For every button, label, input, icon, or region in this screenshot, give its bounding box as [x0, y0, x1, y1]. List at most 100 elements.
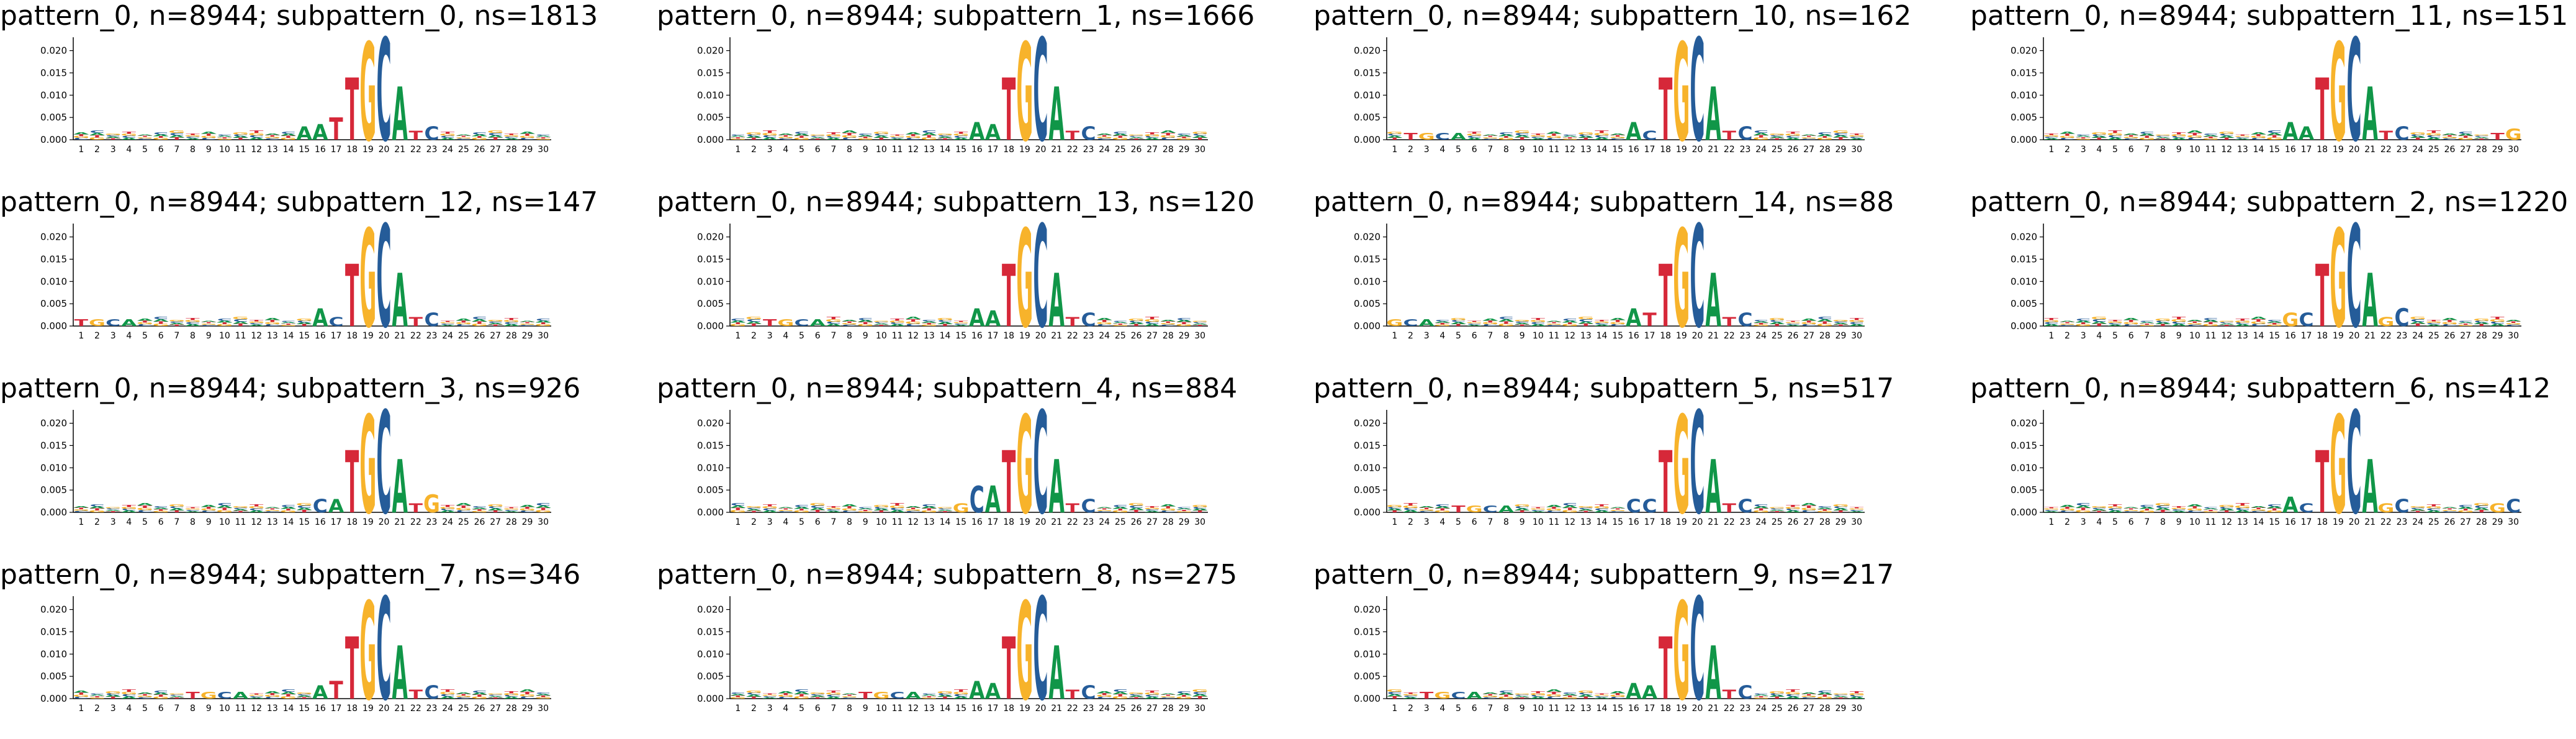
logo-letter-c: C	[2060, 510, 2074, 513]
y-tick-label: 0.010	[2011, 462, 2037, 473]
logo-letter-a: A	[1176, 693, 1192, 696]
x-tick-label: 4	[1439, 145, 1445, 155]
x-tick-label: 26	[474, 145, 485, 155]
logo-letter-g: G	[2059, 323, 2076, 325]
y-tick-label: 0.010	[697, 462, 724, 473]
logo-letter-c: C	[1578, 319, 1593, 322]
logo-letter-g: G	[105, 133, 122, 135]
logo-letter-c: C	[2171, 135, 2186, 138]
logo-letter-t: T	[1177, 509, 1191, 511]
logo-letter-c: C	[201, 510, 216, 513]
logo-letter-g: G	[2138, 510, 2155, 513]
logo-letter-a: A	[2266, 132, 2283, 136]
logo-letter-a: A	[264, 507, 280, 509]
x-tick-label: 22	[410, 517, 421, 527]
logo-letter-t: T	[922, 696, 937, 697]
x-tick-label: 6	[2128, 145, 2134, 155]
logo-letter-t: T	[441, 505, 454, 508]
logo-letter-a: A	[1192, 508, 1207, 511]
x-tick-label: 10	[219, 145, 230, 155]
logo-letter-g: G	[1016, 388, 1033, 545]
y-tick-label: 0.020	[697, 418, 724, 429]
logo-letter-t: T	[520, 322, 534, 324]
logo-letter-t: T	[1499, 135, 1513, 138]
logo-letter-a: A	[312, 120, 328, 145]
logo-letter-t: T	[74, 692, 88, 695]
logo-letter-t: T	[2092, 323, 2106, 327]
logo-letter-g: G	[1849, 693, 1865, 696]
logo-letter-t: T	[2092, 510, 2107, 513]
x-tick-label: 8	[2160, 145, 2166, 155]
panel-title: pattern_0, n=8944; subpattern_7, ns=346	[0, 559, 581, 591]
logo-letter-c: C	[536, 692, 551, 694]
logo-letter-a: A	[153, 319, 169, 322]
x-tick-label: 29	[1179, 517, 1190, 527]
logo-letter-a: A	[809, 137, 825, 138]
logo-letter-a: A	[153, 134, 168, 137]
x-tick-label: 15	[1612, 145, 1623, 155]
logo-letter-g: G	[120, 691, 137, 695]
x-tick-label: 11	[235, 704, 246, 714]
x-tick-label: 26	[1131, 704, 1142, 714]
logo-letter-g: G	[809, 134, 826, 136]
logo-letter-a: A	[730, 505, 747, 509]
x-tick-label: 18	[2317, 517, 2328, 527]
logo-letter-c: C	[536, 134, 551, 136]
x-tick-label: 2	[1408, 145, 1413, 155]
y-tick-label: 0.000	[40, 320, 67, 332]
logo-letter-a: A	[1466, 690, 1482, 700]
logo-letter-c: C	[137, 697, 152, 699]
x-tick-label: 26	[1788, 145, 1799, 155]
x-tick-label: 27	[1146, 331, 1158, 341]
logo-letter-c: C	[1498, 317, 1513, 320]
x-tick-label: 28	[506, 704, 517, 714]
logo-letter-a: A	[233, 690, 249, 700]
logo-letter-a: A	[2474, 322, 2489, 325]
x-tick-label: 23	[1740, 704, 1751, 714]
logo-letter-c: C	[2219, 507, 2234, 510]
logo-letter-g: G	[2266, 137, 2283, 140]
x-tick-label: 27	[490, 145, 501, 155]
logo-letter-a: A	[2457, 507, 2473, 510]
logo-letter-c: C	[1531, 509, 1546, 511]
logo-letter-g: G	[873, 320, 889, 322]
y-tick-label: 0.010	[40, 276, 67, 287]
x-tick-label: 10	[219, 331, 230, 341]
logo-letter-c: C	[858, 133, 873, 135]
x-tick-label: 10	[876, 145, 887, 155]
logo-letter-t: T	[890, 319, 904, 322]
logo-letter-t: T	[170, 324, 184, 327]
x-tick-label: 17	[1644, 145, 1655, 155]
x-tick-label: 24	[1755, 517, 1767, 527]
logo-letter-t: T	[1403, 503, 1417, 507]
x-tick-label: 20	[1035, 704, 1047, 714]
y-tick-label: 0.000	[40, 693, 67, 704]
logo-letter-a: A	[1144, 323, 1161, 327]
logo-letter-g: G	[825, 507, 842, 510]
logo-letter-c: C	[2251, 510, 2266, 513]
x-tick-label: 26	[1131, 517, 1142, 527]
logo-letter-c: C	[1754, 130, 1768, 134]
x-tick-label: 10	[876, 331, 887, 341]
logo-letter-g: G	[841, 322, 858, 325]
logo-letter-c: C	[1594, 135, 1609, 138]
x-tick-label: 20	[1035, 517, 1047, 527]
logo-letter-t: T	[1659, 619, 1672, 719]
logo-letter-a: A	[1096, 507, 1112, 509]
x-tick-label: 11	[2205, 331, 2217, 341]
x-tick-label: 6	[1472, 704, 1477, 714]
logo-letter-a: A	[1705, 445, 1721, 530]
x-tick-label: 8	[847, 517, 852, 527]
logo-letter-a: A	[937, 136, 953, 138]
logo-letter-a: A	[889, 138, 905, 140]
logo-letter-t: T	[138, 505, 151, 509]
x-tick-label: 6	[815, 145, 821, 155]
x-tick-label: 30	[1851, 517, 1862, 527]
x-tick-label: 21	[1708, 517, 1719, 527]
x-tick-label: 27	[490, 331, 501, 341]
logo-letter-a: A	[1128, 322, 1144, 325]
logo-letter-c: C	[1817, 132, 1832, 135]
logo-letter-a: A	[185, 138, 200, 140]
logo-letter-g: G	[1176, 138, 1192, 140]
logo-letter-t: T	[1659, 60, 1672, 160]
